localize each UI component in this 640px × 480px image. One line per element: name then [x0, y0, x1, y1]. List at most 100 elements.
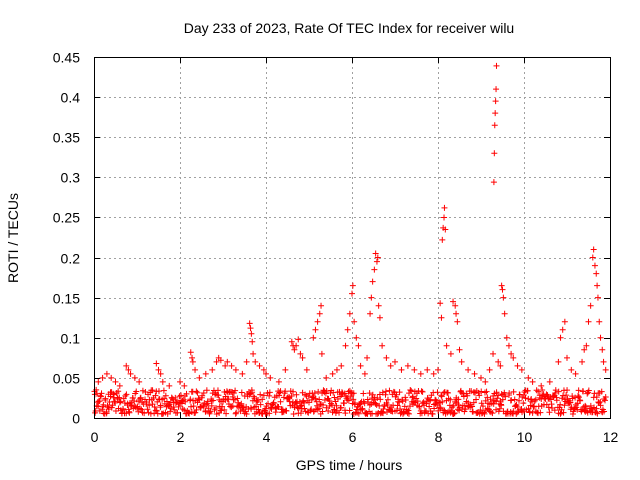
data-point	[455, 396, 462, 403]
data-point	[557, 410, 564, 417]
data-point	[529, 398, 535, 405]
data-point	[371, 266, 378, 273]
data-point	[575, 393, 582, 399]
data-point	[338, 362, 345, 369]
data-point	[213, 358, 220, 365]
data-point	[312, 395, 319, 402]
data-point	[423, 400, 430, 407]
data-point	[493, 86, 500, 93]
data-point	[96, 397, 103, 404]
data-point	[439, 398, 446, 405]
data-point	[318, 350, 325, 357]
data-point	[587, 302, 594, 309]
data-point	[552, 389, 559, 396]
data-point	[107, 393, 114, 400]
data-point	[455, 401, 462, 408]
data-point	[543, 391, 550, 398]
data-point	[120, 406, 127, 413]
data-point	[447, 350, 454, 357]
data-point	[355, 410, 362, 417]
data-point	[508, 350, 515, 357]
data-point	[255, 396, 262, 403]
data-point	[380, 406, 387, 413]
data-point	[398, 366, 405, 373]
data-point	[262, 405, 269, 412]
data-point	[232, 387, 239, 394]
data-point	[311, 390, 318, 397]
axes: 0 0.05 0.1 0.15 0.2 0.25 0.3 0.35 0.4 0.45 0 2 4 6 8 10…	[53, 50, 619, 446]
data-point	[349, 282, 356, 289]
data-point	[454, 318, 461, 325]
data-point	[503, 334, 510, 341]
data-point	[438, 314, 445, 321]
data-point	[525, 374, 532, 381]
data-point	[239, 370, 246, 377]
data-point	[361, 400, 368, 407]
data-point	[451, 410, 458, 417]
data-point	[546, 409, 553, 416]
data-point	[223, 388, 230, 395]
data-point	[357, 362, 364, 369]
data-point	[314, 406, 321, 413]
data-point	[203, 387, 210, 394]
data-point	[247, 325, 254, 332]
data-point	[444, 389, 451, 396]
data-point	[248, 406, 255, 413]
data-point	[177, 378, 183, 385]
data-point	[351, 400, 358, 407]
data-point	[349, 290, 355, 297]
data-point	[149, 387, 156, 394]
data-point	[302, 391, 309, 398]
data-point	[366, 390, 373, 397]
data-point	[248, 330, 255, 337]
data-point	[441, 214, 448, 221]
chart-title: Day 233 of 2023, Rate Of TEC Index for r…	[184, 20, 514, 36]
data-point	[189, 354, 196, 361]
data-point	[155, 366, 162, 373]
data-point	[297, 403, 304, 410]
data-point	[282, 366, 289, 373]
data-point	[406, 403, 413, 410]
data-point	[493, 62, 500, 69]
data-point	[535, 388, 542, 395]
data-point	[260, 392, 267, 399]
data-point	[137, 394, 144, 401]
data-point	[456, 407, 463, 414]
data-point	[192, 409, 199, 416]
data-point	[593, 270, 600, 277]
data-point	[393, 407, 400, 414]
data-point	[331, 394, 338, 401]
data-point	[545, 404, 552, 411]
data-point	[120, 395, 127, 402]
data-point	[471, 370, 478, 377]
data-point	[200, 389, 207, 396]
data-point	[228, 404, 235, 411]
data-point	[153, 407, 160, 414]
data-point	[293, 391, 300, 398]
data-point	[193, 406, 200, 413]
data-point	[575, 394, 582, 401]
data-point	[153, 360, 160, 367]
data-point	[482, 378, 489, 385]
data-point	[473, 396, 480, 403]
data-point	[301, 405, 308, 412]
data-point	[496, 405, 503, 412]
data-point	[552, 387, 559, 394]
data-point	[579, 358, 586, 365]
data-point	[208, 402, 215, 409]
data-point	[484, 394, 491, 401]
data-point	[171, 406, 178, 413]
data-point	[431, 405, 438, 412]
data-point	[514, 404, 521, 411]
data-point	[394, 402, 401, 409]
data-point	[321, 396, 328, 403]
data-point	[568, 366, 575, 373]
data-point	[276, 389, 283, 396]
data-point	[152, 392, 159, 399]
data-point	[305, 393, 312, 400]
data-point	[228, 362, 235, 369]
data-point	[222, 362, 229, 369]
data-point	[436, 404, 443, 411]
data-point	[594, 282, 601, 289]
data-point	[600, 358, 607, 365]
